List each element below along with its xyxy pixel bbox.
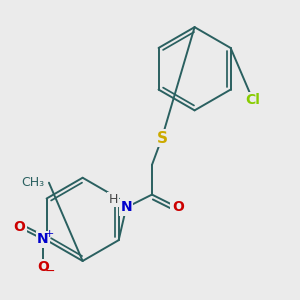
- Text: O: O: [37, 260, 49, 274]
- Text: CH₃: CH₃: [21, 176, 44, 189]
- Text: S: S: [156, 130, 167, 146]
- Text: N: N: [37, 232, 49, 246]
- Text: Cl: Cl: [246, 94, 260, 107]
- Text: +: +: [45, 229, 55, 239]
- Text: H: H: [109, 193, 118, 206]
- Text: N: N: [120, 200, 132, 214]
- Text: O: O: [172, 200, 184, 214]
- Text: O: O: [13, 220, 25, 234]
- Text: −: −: [45, 266, 55, 278]
